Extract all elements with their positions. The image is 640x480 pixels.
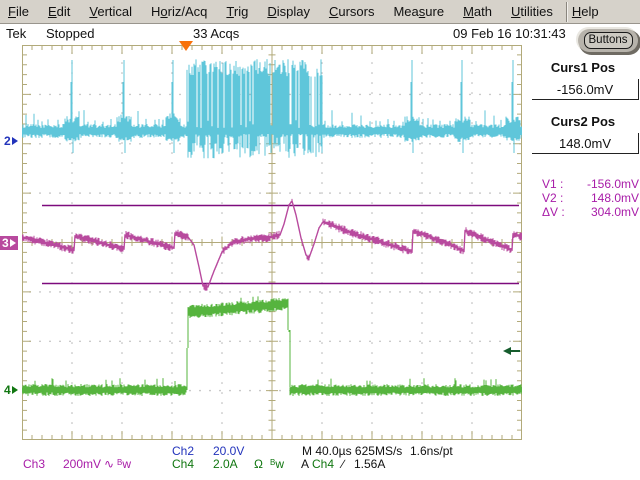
cursor-readout-row: V1 : -156.0mV (542, 177, 639, 191)
ch4-impedance-icon: Ω (254, 457, 263, 471)
menu-item-math[interactable]: Math (463, 4, 492, 19)
ch4-ground-marker[interactable]: 4 (4, 383, 18, 397)
ch3-ground-marker[interactable]: 3 (0, 236, 18, 250)
buttons-button[interactable]: Buttons (578, 29, 638, 52)
cursor-readout-label: V2 : (542, 191, 564, 205)
ch2-ground-marker[interactable]: 2 (4, 134, 18, 148)
ch4-marker-arrow-icon (11, 386, 18, 394)
cursor1-position-value[interactable]: -156.0mV (532, 79, 639, 100)
menu-item-measure[interactable]: Measure (393, 4, 445, 19)
cursor-readout-label: ΔV : (542, 205, 565, 219)
ch3-bandwidth-icon: Bw (117, 457, 132, 471)
ch2-label: Ch2 (172, 444, 195, 458)
menu-item-file[interactable]: File (8, 4, 29, 19)
cursor-voltage-readout: V1 : -156.0mV V2 : 148.0mV ΔV : 304.0mV (542, 177, 639, 219)
acquisition-count: 33 Acqs (193, 26, 240, 41)
menu-item-edit[interactable]: Edit (47, 4, 71, 19)
ch2-marker-label: 2 (4, 134, 11, 148)
ch4-marker-label: 4 (4, 383, 11, 397)
ch4-bandwidth-icon: Bw (270, 457, 285, 471)
menu-item-vertical[interactable]: Vertical (89, 4, 133, 19)
cursor-readout-label: V1 : (542, 177, 564, 191)
menu-item-trig[interactable]: Trig (226, 4, 249, 19)
menu-divider (566, 2, 568, 22)
cursor1-position-label: Curs1 Pos (550, 60, 616, 75)
resolution-readout: 1.6ns/pt (410, 444, 453, 458)
timebase-readout: M 40.0µs 625MS/s (302, 444, 403, 458)
buttons-button-label: Buttons (583, 32, 633, 49)
datetime-readout: 09 Feb 16 10:31:43 (453, 26, 566, 41)
menu-item-horizacq[interactable]: Horiz/Acq (151, 4, 208, 19)
trigger-position-marker[interactable] (179, 41, 193, 51)
ch3-scale-readout: 200mV (63, 457, 102, 471)
menu-bar: File Edit Vertical Horiz/Acq Trig Display Curs… (0, 0, 640, 24)
trigger-source-readout: Ch4 (312, 457, 335, 471)
cursor-readout-value: 304.0mV (590, 205, 639, 219)
ch4-label: Ch4 (172, 457, 195, 471)
cursor2-position-value[interactable]: 148.0mV (532, 133, 639, 154)
cursor-readout-row: ΔV : 304.0mV (542, 205, 639, 219)
ch2-scale-readout: 20.0V (213, 444, 245, 458)
ch3-marker-label: 3 (2, 236, 9, 250)
menu-item-utilities[interactable]: Utilities (510, 4, 553, 19)
cursor-readout-value: 148.0mV (590, 191, 639, 205)
menu-item-cursors[interactable]: Cursors (328, 4, 375, 19)
ch3-coupling-icon: ∿ (104, 457, 115, 471)
ch2-marker-arrow-icon (11, 137, 18, 145)
ch3-marker-arrow-icon (9, 239, 16, 247)
acquisition-state: Stopped (46, 26, 95, 41)
brand-label: Tek (6, 26, 27, 41)
cursor-readout-value: -156.0mV (586, 177, 639, 191)
graticule-display (22, 45, 522, 440)
trigger-slope-icon: ∕ (342, 457, 345, 471)
menu-item-help[interactable]: Help (571, 4, 599, 19)
cursor-readout-row: V2 : 148.0mV (542, 191, 639, 205)
menu-item-display[interactable]: Display (267, 4, 310, 19)
trigger-level-readout: 1.56A (354, 457, 386, 471)
trigger-mode-readout: A (301, 457, 310, 471)
cursor2-position-label: Curs2 Pos (550, 114, 616, 129)
ch4-scale-readout: 2.0A (213, 457, 238, 471)
ch3-label: Ch3 (23, 457, 46, 471)
